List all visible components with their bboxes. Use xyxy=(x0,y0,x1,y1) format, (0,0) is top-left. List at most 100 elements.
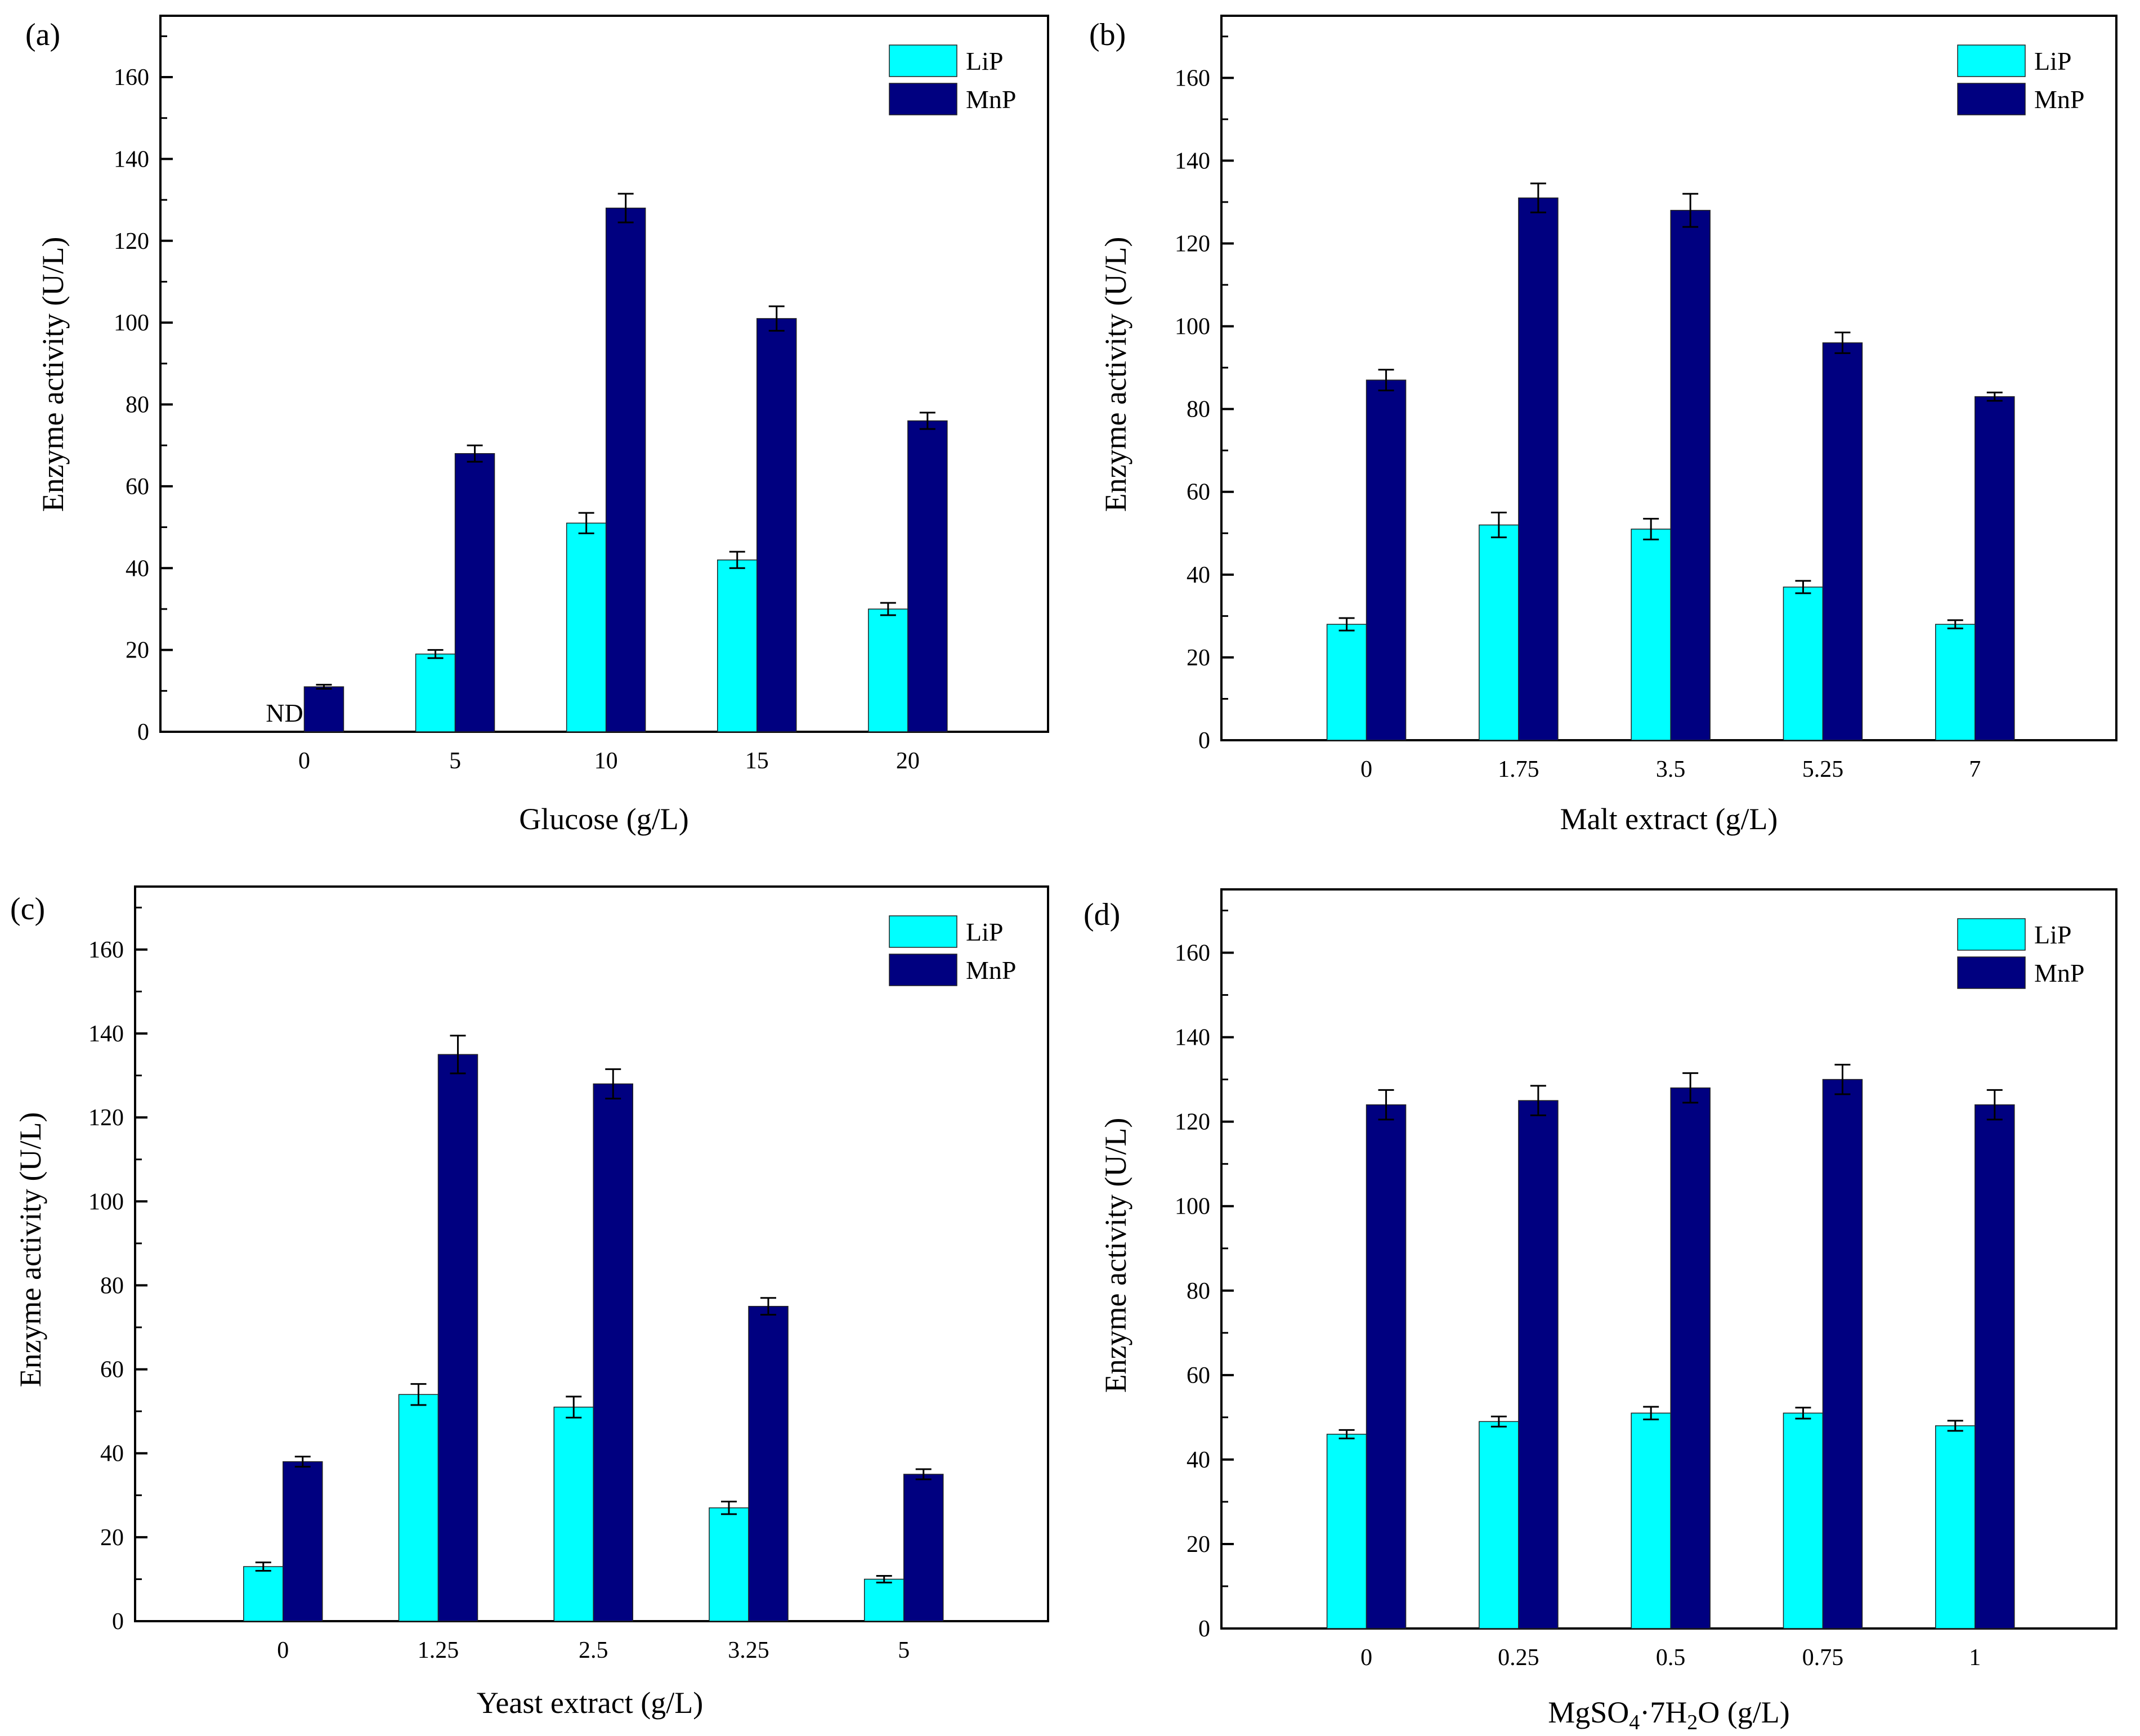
y-tick-label: 80 xyxy=(1187,1278,1210,1304)
mnp-bar xyxy=(1822,1079,1863,1629)
panel-a: (a) Enzyme activity (U/L) Glucose (g/L) … xyxy=(25,15,1049,836)
mnp-bar xyxy=(283,1461,323,1622)
legend-lip-swatch xyxy=(1957,918,2026,951)
x-tick-label: 1 xyxy=(1969,1645,1981,1671)
legend-mnp-label: MnP xyxy=(966,956,1016,985)
legend-lip-label: LiP xyxy=(2034,920,2071,949)
y-tick-label: 40 xyxy=(126,556,149,581)
y-tick-label: 60 xyxy=(1187,1363,1210,1389)
x-tick-label: 1.25 xyxy=(418,1637,459,1663)
lip-bar xyxy=(398,1394,439,1622)
y-tick-label: 20 xyxy=(1187,1532,1210,1558)
mnp-bar xyxy=(1975,396,2015,741)
y-tick-label: 40 xyxy=(100,1441,124,1467)
x-tick-label: 3.5 xyxy=(1656,757,1686,782)
lip-bar xyxy=(863,1578,905,1622)
panel-label: (b) xyxy=(1089,17,1126,52)
mnp-bar xyxy=(1670,1087,1711,1629)
lip-bar xyxy=(1783,1412,1824,1629)
legend-lip: LiP xyxy=(1957,44,2071,77)
mnp-bar xyxy=(907,420,948,732)
mnp-bar xyxy=(1518,197,1559,741)
legend-mnp-label: MnP xyxy=(2034,959,2084,987)
legend-lip-swatch xyxy=(889,44,957,77)
lip-bar xyxy=(1935,1425,1976,1629)
lip-bar xyxy=(1326,624,1367,741)
y-tick-label: 140 xyxy=(1175,148,1210,174)
mnp-bar xyxy=(756,318,797,732)
legend-lip-swatch xyxy=(1957,44,2026,77)
lip-bar xyxy=(717,559,758,732)
mnp-bar xyxy=(593,1083,633,1622)
y-tick-label: 100 xyxy=(1175,314,1210,340)
mnp-bar xyxy=(748,1305,789,1622)
y-tick-label: 40 xyxy=(1187,1447,1210,1473)
mnp-bar xyxy=(1518,1100,1559,1629)
y-tick-label: 160 xyxy=(1175,65,1210,91)
x-tick-label: 0 xyxy=(298,748,310,774)
x-tick-label: 0.5 xyxy=(1656,1645,1686,1671)
y-tick-label: 80 xyxy=(1187,397,1210,423)
lip-bar xyxy=(553,1406,594,1622)
x-tick-label: 0.25 xyxy=(1498,1645,1539,1671)
legend-lip: LiP xyxy=(889,44,1003,77)
legend-mnp: MnP xyxy=(889,954,1016,986)
legend-mnp: MnP xyxy=(1957,83,2084,115)
x-tick-label: 0 xyxy=(1360,1645,1372,1671)
legend-mnp: MnP xyxy=(889,83,1016,115)
legend-lip-label: LiP xyxy=(966,47,1003,75)
legend-mnp-label: MnP xyxy=(2034,85,2084,114)
panel-label: (d) xyxy=(1084,897,1120,932)
x-tick-label: 0.75 xyxy=(1802,1645,1844,1671)
y-tick-label: 60 xyxy=(126,474,149,500)
y-tick-label: 120 xyxy=(1175,231,1210,257)
x-axis-title: Malt extract (g/L) xyxy=(1560,802,1778,836)
plot-area: 0 20 40 60 80 100 120 140 160 0 1.25 2.5 3.25 5 LiP MnP xyxy=(88,885,1049,1663)
plot-area: 0 20 40 60 80 100 120 140 160 0 5 10 15 20 ND LiP MnP xyxy=(114,15,1049,774)
legend-mnp-swatch xyxy=(1957,83,2026,115)
x-axis-title-main: MgSO xyxy=(1548,1695,1629,1729)
y-tick-label: 140 xyxy=(1175,1025,1210,1051)
y-tick-label: 160 xyxy=(1175,941,1210,967)
y-tick-label: 0 xyxy=(1198,728,1210,754)
lip-bar xyxy=(1326,1434,1367,1629)
legend-mnp-swatch xyxy=(889,83,957,115)
x-axis-title-end: O (g/L) xyxy=(1698,1695,1789,1729)
y-tick-label: 120 xyxy=(1175,1109,1210,1135)
x-tick-label: 20 xyxy=(896,748,920,774)
plot-area: 0 20 40 60 80 100 120 140 160 0 0.25 0.5 0.75 1 LiP MnP xyxy=(1175,888,2117,1671)
x-tick-label: 10 xyxy=(594,748,618,774)
mnp-bar xyxy=(903,1474,944,1622)
lip-bar xyxy=(1631,529,1671,741)
x-tick-label: 7 xyxy=(1969,757,1981,782)
y-tick-label: 20 xyxy=(1187,645,1210,671)
legend-lip-label: LiP xyxy=(966,918,1003,946)
lip-bar xyxy=(566,522,607,732)
mnp-bar xyxy=(437,1054,478,1622)
y-tick-label: 160 xyxy=(88,937,124,963)
x-tick-label: 2.5 xyxy=(579,1637,608,1663)
x-tick-label: 5.25 xyxy=(1802,757,1844,782)
x-tick-label: 5 xyxy=(449,748,461,774)
legend-lip: LiP xyxy=(889,915,1003,948)
y-tick-label: 80 xyxy=(100,1273,124,1299)
y-axis-title: Enzyme activity (U/L) xyxy=(36,237,70,512)
mnp-bar xyxy=(303,686,344,732)
legend-mnp-swatch xyxy=(1957,956,2026,989)
y-tick-label: 100 xyxy=(88,1189,124,1215)
lip-bar xyxy=(1631,1412,1671,1629)
x-axis-title: Yeast extract (g/L) xyxy=(477,1686,703,1720)
x-tick-label: 0 xyxy=(277,1637,289,1663)
nd-annotation: ND xyxy=(266,699,303,727)
y-tick-label: 120 xyxy=(88,1105,124,1131)
y-tick-label: 0 xyxy=(137,719,149,745)
lip-bar xyxy=(1935,624,1976,741)
lip-bar xyxy=(709,1507,749,1622)
y-tick-label: 20 xyxy=(126,638,149,664)
legend-lip-label: LiP xyxy=(2034,47,2071,75)
plot-area: 0 20 40 60 80 100 120 140 160 0 1.75 3.5 5.25 7 LiP MnP xyxy=(1175,15,2117,782)
legend-mnp-swatch xyxy=(889,954,957,986)
mnp-bar xyxy=(605,207,646,732)
mnp-bar xyxy=(1822,342,1863,741)
x-tick-label: 15 xyxy=(745,748,769,774)
